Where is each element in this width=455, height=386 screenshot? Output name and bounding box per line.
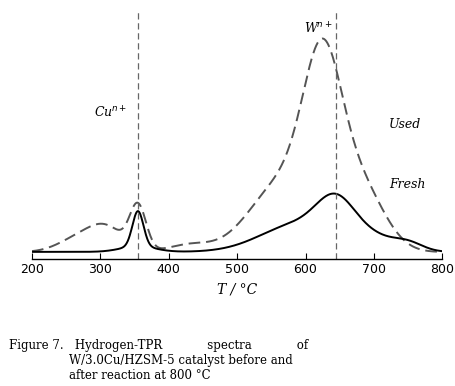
X-axis label: T / °C: T / °C [217,282,257,296]
Text: W$^{n+}$: W$^{n+}$ [303,22,331,37]
Text: Fresh: Fresh [388,178,425,191]
Text: Figure 7.   Hydrogen-TPR            spectra            of
                W/3.0C: Figure 7. Hydrogen-TPR spectra of W/3.0C [9,339,308,382]
Text: Used: Used [388,119,420,131]
Text: Cu$^{n+}$: Cu$^{n+}$ [94,105,127,120]
